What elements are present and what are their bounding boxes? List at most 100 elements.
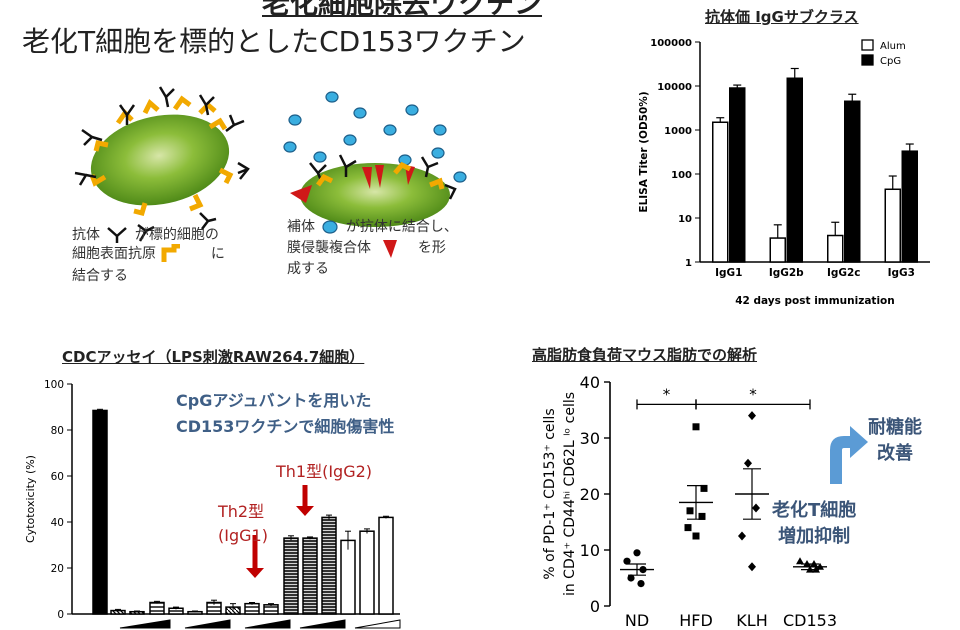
cdc-bar	[149, 601, 165, 615]
fat-point	[627, 574, 635, 582]
igg-legend-label: CpG	[880, 56, 901, 67]
cdc-y-tick-label: 100	[44, 379, 64, 391]
igg-bar	[712, 121, 729, 263]
igg-category-label: IgG2b	[769, 267, 804, 279]
cdc-dose-wedge	[184, 619, 231, 629]
igg-y-tick-label: 100	[671, 170, 692, 181]
fat-point	[692, 423, 700, 431]
left-caption-line2: 細胞表面抗原 に	[72, 243, 225, 262]
igg-bar	[827, 234, 844, 263]
fat-y-label-line2: in CD4⁺ CD44ʰⁱ CD62L ˡᵒ cells	[562, 392, 578, 596]
fat-point	[738, 531, 746, 541]
antigen-icon	[161, 243, 181, 262]
igg-y-label: ELISA Titer (OD50%)	[638, 91, 650, 212]
igg-y-tick-label: 100000	[650, 38, 692, 49]
igg-bar	[786, 77, 803, 263]
fat-point	[623, 557, 631, 565]
red-arrow-icon	[246, 568, 264, 578]
cdc-dose-wedge	[299, 619, 346, 629]
target-cell-right	[300, 163, 450, 227]
cdc-bar	[283, 537, 299, 615]
cdc-chart: 0 20 40 60 80 100 Cytotoxicity (%)	[24, 379, 401, 629]
cdc-bar	[302, 537, 318, 615]
page-subtitle: 老化T細胞を標的としたCD153ワクチン	[22, 25, 526, 58]
igg-y-tick-label: 10	[678, 214, 692, 225]
cdc-callout: CpGアジュバントを用いた CD153ワクチンで細胞傷害性	[176, 391, 395, 436]
igg-category-label: IgG1	[715, 267, 742, 279]
left-caption-line1: 抗体 が標的細胞の	[72, 227, 219, 243]
right-caption-line2: 膜侵襲複合体 を形	[287, 240, 446, 258]
fat-y-tick-label: 40	[580, 373, 600, 392]
igg-bar	[901, 150, 918, 263]
fat-y-tick-label: 30	[580, 429, 600, 448]
fat-point	[637, 580, 645, 588]
right-caption-line1: 補体 が抗体に結合し、	[287, 219, 458, 235]
cdc-y-tick-label: 80	[51, 425, 64, 437]
igg-y-tick-label: 1	[685, 258, 692, 269]
fat-point	[686, 507, 694, 515]
cdc-y-tick-label: 40	[51, 517, 64, 529]
cdc-bar	[359, 530, 375, 615]
fat-point	[796, 557, 804, 565]
left-caption-line3: 結合する	[72, 268, 128, 284]
fat-significance-star: *	[663, 385, 671, 403]
fat-category-label: HFD	[679, 611, 713, 630]
fat-panel-title: 高脂肪食負荷マウス脂肪での解析	[532, 346, 758, 364]
cdc-y-tick-label: 0	[57, 609, 64, 621]
fat-point	[633, 549, 641, 557]
igg-y-tick-label: 1000	[664, 126, 692, 137]
igg-legend-swatch	[861, 39, 874, 51]
antibody-marks-left	[74, 86, 250, 242]
cdc-bar	[244, 602, 260, 615]
igg-bar	[769, 237, 786, 263]
fat-category-label: KLH	[736, 611, 767, 630]
cdc-bar	[263, 604, 279, 615]
fat-category-label: CD153	[783, 611, 837, 630]
cdc-bar	[321, 516, 337, 615]
cdc-dose-wedge	[244, 619, 291, 629]
fat-point	[748, 411, 756, 421]
mechanism-illustration	[74, 86, 467, 242]
cdc-bar	[92, 409, 108, 615]
fat-point	[748, 562, 756, 572]
igg-chart: 1 10 100 1000 10000 100000 ELISA Titer (OD50%)…	[638, 38, 930, 307]
target-cell-left	[90, 114, 230, 206]
igg-y-tick-label: 10000	[657, 82, 692, 93]
igg-category-label: IgG2c	[827, 267, 861, 279]
fat-point	[684, 524, 692, 532]
red-arrow-icon	[296, 506, 314, 516]
fat-significance-star: *	[749, 385, 757, 403]
cdc-y-tick-label: 60	[51, 471, 64, 483]
cdc-panel-title: CDCアッセイ（LPS刺激RAW264.7細胞）	[62, 348, 365, 366]
fat-point	[744, 458, 752, 468]
fat-chart: 0 10 20 30 40 % of PD-1⁺ CD153⁺ cells in CD4⁺ …	[542, 373, 837, 630]
fat-y-tick-label: 20	[580, 485, 600, 504]
mac-icon	[383, 240, 398, 258]
antibody-icon	[107, 227, 128, 243]
th2-label: Th2型 (IgG1)	[218, 502, 268, 545]
fat-point	[752, 503, 760, 513]
suppression-label: 老化T細胞 増加抑制	[772, 500, 857, 547]
igg-bar	[884, 188, 901, 263]
igg-legend-swatch	[861, 54, 874, 66]
igg-panel-title: 抗体価 IgGサブクラス	[705, 8, 859, 26]
igg-bar	[729, 87, 746, 263]
page-title: 老化細胞除去ワクチン	[262, 0, 543, 20]
cdc-dose-wedge	[119, 619, 171, 629]
fat-y-tick-label: 10	[580, 541, 600, 560]
complement-icon	[322, 220, 339, 234]
igg-bar	[844, 100, 861, 263]
fat-category-label: ND	[625, 611, 649, 630]
fat-y-tick-label: 0	[590, 597, 600, 616]
cdc-bar	[378, 516, 394, 615]
igg-x-label: 42 days post immunization	[735, 295, 894, 307]
fat-point	[692, 532, 700, 540]
cdc-dose-wedge	[354, 619, 401, 629]
cdc-bar	[340, 539, 356, 615]
right-caption-line3: 成する	[287, 261, 329, 277]
fat-point	[700, 484, 708, 492]
th1-label: Th1型(IgG2)	[276, 462, 373, 481]
igg-category-label: IgG3	[888, 267, 915, 279]
complement-dots	[283, 91, 467, 183]
fat-point	[698, 512, 706, 520]
